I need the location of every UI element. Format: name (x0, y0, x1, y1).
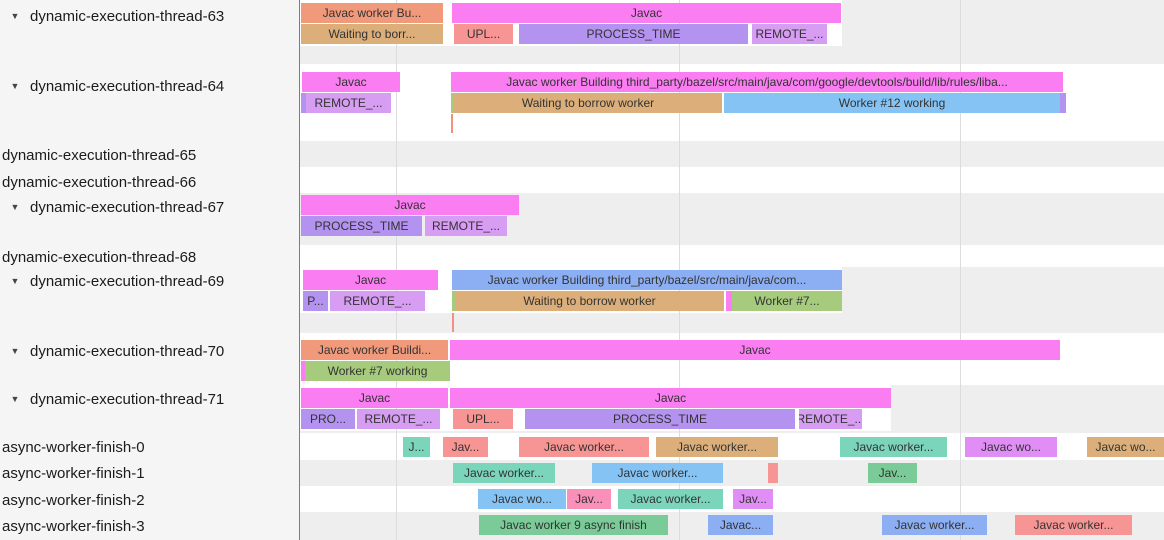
timeline-bar[interactable]: J... (403, 437, 430, 457)
timeline-bar[interactable]: Jav... (443, 437, 488, 457)
timeline-bar[interactable]: Javac worker 9 async finish (479, 515, 668, 535)
timeline-bar[interactable]: Javac (301, 195, 519, 215)
timeline-bar[interactable]: Javac wo... (1087, 437, 1164, 457)
track-row[interactable]: async-worker-finish-1 (0, 463, 301, 483)
row-band (300, 460, 1164, 486)
timeline-bar[interactable]: Waiting to borrow worker (454, 93, 722, 113)
track-label[interactable]: dynamic-execution-thread-66 (2, 173, 197, 191)
collapse-triangle-icon[interactable]: ▼ (10, 11, 20, 21)
timeline-bar[interactable]: Javac worker Buildi... (301, 340, 448, 360)
timeline-bar[interactable]: Javac worker... (1015, 515, 1132, 535)
track-row[interactable]: async-worker-finish-2 (0, 490, 301, 510)
timeline-bar[interactable]: Javac worker Building third_party/bazel/… (451, 72, 1063, 92)
timeline-bar[interactable]: Jav... (567, 489, 611, 509)
timeline-bar[interactable]: Javac worker... (519, 437, 649, 457)
timeline-bar[interactable]: PROCESS_TIME (519, 24, 748, 44)
track-row[interactable]: ▼ dynamic-execution-thread-67 (0, 197, 299, 217)
timeline-bar[interactable]: Javac worker... (840, 437, 947, 457)
collapse-triangle-icon[interactable]: ▼ (10, 276, 20, 286)
track-row[interactable]: dynamic-execution-thread-66 (0, 172, 301, 192)
track-label[interactable]: dynamic-execution-thread-71 (30, 390, 225, 408)
track-row[interactable]: async-worker-finish-3 (0, 516, 301, 536)
timeline-bar[interactable]: PROCESS_TIME (525, 409, 795, 429)
timeline-bar[interactable]: UPL... (454, 24, 513, 44)
track-label[interactable]: dynamic-execution-thread-67 (30, 198, 225, 216)
timeline-bar[interactable]: REMOTE_... (330, 291, 425, 311)
timeline-bar[interactable]: Worker #12 working (724, 93, 1060, 113)
track-label[interactable]: async-worker-finish-2 (2, 491, 145, 509)
timeline-bar[interactable]: Javac worker... (453, 463, 555, 483)
timeline-bar-sliver[interactable] (768, 463, 778, 483)
timeline-bar[interactable]: UPL... (453, 409, 513, 429)
track-label[interactable]: dynamic-execution-thread-64 (30, 77, 225, 95)
track-row[interactable]: dynamic-execution-thread-68 (0, 247, 301, 267)
timeline-bar[interactable]: REMOTE_... (752, 24, 827, 44)
timeline-bar[interactable]: Javac (450, 388, 891, 408)
track-label[interactable]: dynamic-execution-thread-63 (30, 7, 225, 25)
timeline-bar[interactable]: Javac worker... (592, 463, 723, 483)
event-tick[interactable] (451, 114, 453, 133)
timeline-bar[interactable]: Javac (303, 270, 438, 290)
track-label[interactable]: dynamic-execution-thread-70 (30, 342, 225, 360)
timeline-bar[interactable]: Javac worker... (618, 489, 723, 509)
track-label[interactable]: dynamic-execution-thread-65 (2, 146, 197, 164)
track-row[interactable]: ▼ dynamic-execution-thread-69 (0, 271, 299, 291)
timeline-bar[interactable]: Javac worker... (656, 437, 778, 457)
timeline-bar-sliver[interactable] (301, 361, 307, 381)
collapse-triangle-icon[interactable]: ▼ (10, 346, 20, 356)
track-label[interactable]: async-worker-finish-0 (2, 438, 145, 456)
event-tick[interactable] (452, 313, 454, 332)
timeline-bar[interactable]: PRO... (301, 409, 355, 429)
timeline-bar[interactable]: REMOTE_... (799, 409, 862, 429)
timeline-bar[interactable]: Javac (450, 340, 1060, 360)
timeline-bar[interactable]: Javac (302, 72, 400, 92)
timeline-bar[interactable]: Waiting to borrow worker (455, 291, 724, 311)
track-label[interactable]: async-worker-finish-3 (2, 517, 145, 535)
timeline-bar[interactable]: Javac worker Building third_party/bazel/… (452, 270, 842, 290)
timeline-bar[interactable]: REMOTE_... (425, 216, 507, 236)
timeline-bar[interactable]: Worker #7... (732, 291, 842, 311)
track-row[interactable]: ▼ dynamic-execution-thread-71 (0, 389, 299, 409)
track-label[interactable]: dynamic-execution-thread-69 (30, 272, 225, 290)
track-label[interactable]: dynamic-execution-thread-68 (2, 248, 197, 266)
collapse-triangle-icon[interactable]: ▼ (10, 81, 20, 91)
timeline-bar-sliver[interactable] (726, 291, 732, 311)
track-row[interactable]: ▼ dynamic-execution-thread-63 (0, 6, 299, 26)
time-gridline (960, 0, 961, 540)
timeline-bar[interactable]: Javac (301, 388, 448, 408)
timeline-bar-sliver[interactable] (301, 93, 307, 113)
timeline-bar[interactable]: Worker #7 working (305, 361, 450, 381)
timeline-bar[interactable]: P... (303, 291, 328, 311)
row-band (300, 141, 1164, 167)
timeline-bar-sliver[interactable] (1060, 93, 1066, 113)
timeline-bar[interactable]: Javac wo... (965, 437, 1057, 457)
timeline-bar[interactable]: Javac worker Bu... (301, 3, 443, 23)
track-row[interactable]: ▼ dynamic-execution-thread-64 (0, 76, 299, 96)
timeline-bar[interactable]: Javac wo... (478, 489, 566, 509)
timeline-bar[interactable]: PROCESS_TIME (301, 216, 422, 236)
timeline-bar[interactable]: REMOTE_... (306, 93, 391, 113)
track-label[interactable]: async-worker-finish-1 (2, 464, 145, 482)
timeline-bar[interactable]: Jav... (868, 463, 917, 483)
track-row[interactable]: async-worker-finish-0 (0, 437, 301, 457)
track-row[interactable]: ▼ dynamic-execution-thread-70 (0, 341, 299, 361)
timeline-bar[interactable]: Jav... (733, 489, 773, 509)
timeline-bar[interactable]: Javac worker... (882, 515, 987, 535)
timeline-bar[interactable]: Javac (452, 3, 841, 23)
timeline-bar[interactable]: Javac... (708, 515, 773, 535)
track-row[interactable]: dynamic-execution-thread-65 (0, 145, 301, 165)
track-sidebar: ▼ dynamic-execution-thread-63 ▼ dynamic-exe… (0, 0, 300, 540)
timeline-bar[interactable]: Waiting to borr... (301, 24, 443, 44)
collapse-triangle-icon[interactable]: ▼ (10, 202, 20, 212)
timeline-bar[interactable]: REMOTE_... (357, 409, 440, 429)
collapse-triangle-icon[interactable]: ▼ (10, 394, 20, 404)
